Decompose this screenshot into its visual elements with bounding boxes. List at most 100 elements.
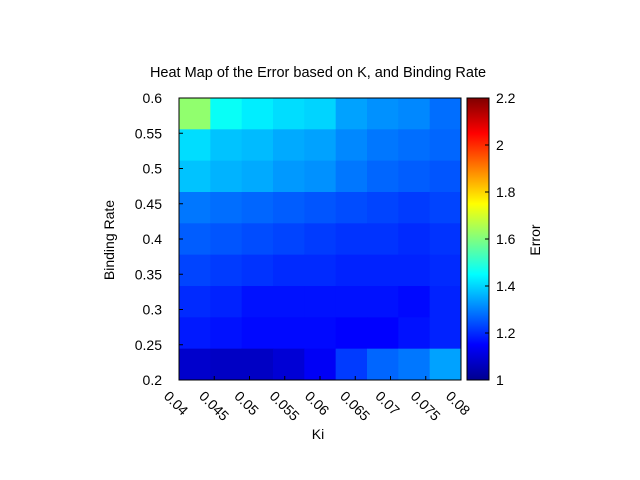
heatmap-cell xyxy=(273,129,305,162)
heatmap-cell xyxy=(273,254,305,287)
heatmap-cell xyxy=(179,286,211,318)
heatmap-cell xyxy=(335,98,368,130)
heatmap-cell xyxy=(179,348,211,381)
heatmap-cell xyxy=(398,98,431,130)
heatmap-cell xyxy=(398,129,431,162)
heatmap-cell xyxy=(179,192,211,224)
heatmap-cell xyxy=(367,98,399,130)
heatmap-cell xyxy=(335,317,368,350)
x-axis-label: Ki xyxy=(312,426,324,442)
heatmap-cell xyxy=(429,160,462,193)
heatmap-cell xyxy=(179,98,211,130)
x-tick-label: 0.045 xyxy=(196,388,232,424)
heatmap-cell xyxy=(210,192,243,224)
heatmap-cell xyxy=(210,254,243,287)
heatmap-cell xyxy=(429,192,462,224)
heatmap-cell xyxy=(429,223,462,256)
x-tick-label: 0.06 xyxy=(302,388,333,419)
heatmap-cell xyxy=(179,223,211,256)
heatmap-cell xyxy=(335,348,368,381)
colorbar-tick-label: 1.2 xyxy=(496,325,516,341)
heatmap-cell xyxy=(210,348,243,381)
y-tick-label: 0.2 xyxy=(143,372,163,388)
colorbar-tick-label: 2 xyxy=(496,137,504,153)
x-tick-label: 0.07 xyxy=(372,388,403,419)
heatmap-cell xyxy=(273,98,305,130)
colorbar-tick-label: 1.8 xyxy=(496,184,516,200)
heatmap-cell xyxy=(179,317,211,350)
y-axis-label: Binding Rate xyxy=(101,200,117,280)
heatmap-cell xyxy=(398,348,431,381)
x-tick-label: 0.05 xyxy=(231,388,262,419)
heatmap-cell xyxy=(179,160,211,193)
heatmap-cell xyxy=(241,192,274,224)
heatmap-cell xyxy=(398,223,431,256)
heatmap-cell xyxy=(398,160,431,193)
y-tick-label: 0.5 xyxy=(143,161,163,177)
heatmap-cell xyxy=(429,348,462,381)
heatmap-cell xyxy=(179,254,211,287)
heatmap-cell xyxy=(241,160,274,193)
heatmap-cell xyxy=(273,160,305,193)
heatmap-cell xyxy=(335,192,368,224)
colorbar-tick-label: 2.2 xyxy=(496,90,516,106)
heatmap-cell xyxy=(367,223,399,256)
heatmap-cell xyxy=(241,98,274,130)
colorbar-tick-label: 1.4 xyxy=(496,278,516,294)
chart-title: Heat Map of the Error based on K, and Bi… xyxy=(150,65,486,81)
heatmap-cell xyxy=(273,192,305,224)
heatmap-cell xyxy=(367,129,399,162)
y-tick-label: 0.45 xyxy=(135,196,162,212)
heatmap-cell xyxy=(429,286,462,318)
heatmap-cell xyxy=(241,223,274,256)
heatmap-cell xyxy=(429,98,462,130)
y-tick-label: 0.3 xyxy=(143,302,163,318)
heatmap-cell xyxy=(210,317,243,350)
heatmap-cell xyxy=(398,254,431,287)
heatmap-cell xyxy=(273,317,305,350)
heatmap-cell xyxy=(367,254,399,287)
heatmap-cell xyxy=(273,286,305,318)
heatmap-cell xyxy=(241,286,274,318)
x-tick-label: 0.055 xyxy=(267,388,303,424)
heatmap-cell xyxy=(210,129,243,162)
heatmap-cell xyxy=(335,286,368,318)
colorbar-ticks: 1 1.2 1.4 1.6 1.8 2 2.2 xyxy=(485,90,516,388)
colorbar-label: Error xyxy=(527,224,543,255)
heatmap-cell xyxy=(210,286,243,318)
heatmap-cell xyxy=(429,129,462,162)
heatmap-cell xyxy=(304,160,337,193)
heatmap-cell xyxy=(429,254,462,287)
x-tick-label: 0.075 xyxy=(408,388,444,424)
heatmap-cell xyxy=(241,129,274,162)
heatmap-cell xyxy=(429,317,462,350)
x-tick-label: 0.04 xyxy=(161,388,192,419)
colorbar-tick-label: 1.6 xyxy=(496,231,516,247)
x-tick-label: 0.065 xyxy=(337,388,373,424)
x-axis-ticks: 0.04 0.045 0.05 0.055 0.06 0.065 0.07 0.075 0.08 xyxy=(161,376,474,424)
y-tick-label: 0.6 xyxy=(143,90,163,106)
heatmap-cell xyxy=(273,223,305,256)
heatmap-cell xyxy=(367,286,399,318)
heatmap-cell xyxy=(241,317,274,350)
heatmap-cell xyxy=(335,254,368,287)
y-axis-ticks: 0.2 0.25 0.3 0.35 0.4 0.45 0.5 0.55 0.6 xyxy=(135,90,183,388)
heatmap-cell xyxy=(179,129,211,162)
heatmap-cell xyxy=(367,348,399,381)
heatmap-cell xyxy=(367,192,399,224)
heatmap-cells xyxy=(179,98,462,381)
heatmap-cell xyxy=(398,286,431,318)
x-tick-label: 0.08 xyxy=(443,388,474,419)
heatmap-cell xyxy=(273,348,305,381)
heatmap-cell xyxy=(304,254,337,287)
y-tick-label: 0.25 xyxy=(135,337,162,353)
heatmap-cell xyxy=(210,223,243,256)
y-tick-label: 0.55 xyxy=(135,125,162,141)
heatmap-cell xyxy=(304,129,337,162)
heatmap-cell xyxy=(367,160,399,193)
heatmap-cell xyxy=(398,317,431,350)
heatmap-cell xyxy=(304,286,337,318)
heatmap-cell xyxy=(304,98,337,130)
heatmap-cell xyxy=(304,348,337,381)
